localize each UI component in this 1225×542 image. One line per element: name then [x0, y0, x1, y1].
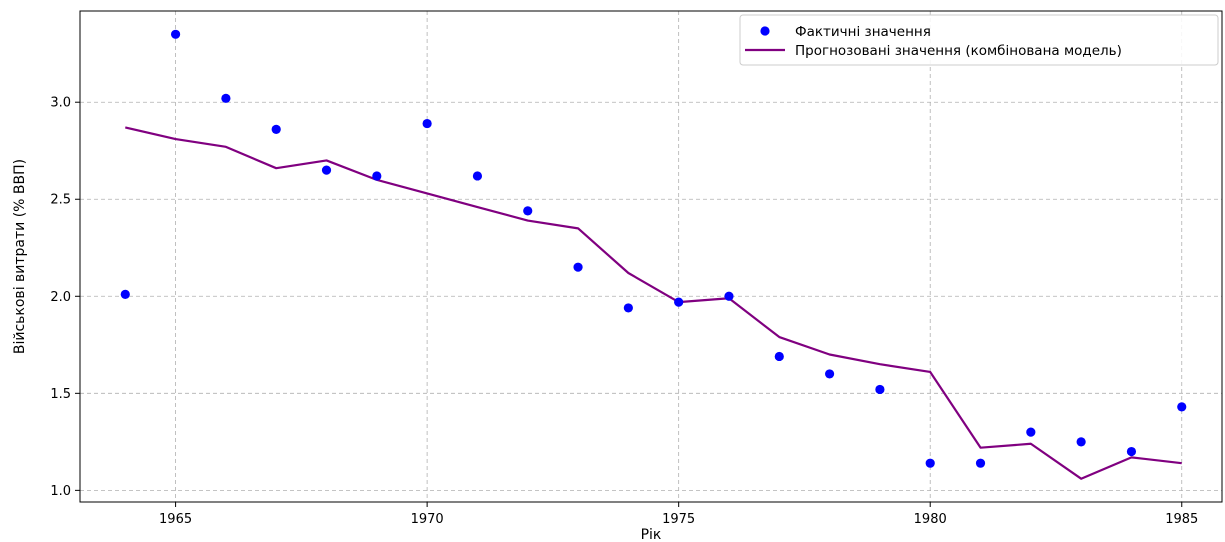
- x-tick-label: 1985: [1165, 512, 1198, 527]
- actual-data-point: [1076, 437, 1086, 447]
- actual-data-point: [1026, 427, 1036, 437]
- actual-data-point: [170, 29, 181, 39]
- actual-data-point: [724, 291, 734, 301]
- y-tick-label: 3.0: [50, 96, 71, 111]
- series-line-layer: [125, 126, 1182, 480]
- actual-data-point: [674, 297, 684, 307]
- actual-data-point: [875, 384, 885, 395]
- grid: [80, 11, 1222, 502]
- legend-scatter-marker: [760, 26, 770, 36]
- y-axis-ticks: 1.0 1.5 2.0 2.5 3.0: [50, 96, 80, 499]
- x-axis-ticks: 1965 1970 1975 1980 1985: [159, 502, 1198, 527]
- actual-data-point: [472, 171, 483, 181]
- actual-data-point: [120, 289, 130, 299]
- y-tick-label: 1.5: [50, 387, 71, 402]
- actual-data-point: [523, 206, 533, 216]
- actual-data-point: [774, 351, 784, 362]
- x-tick-label: 1970: [411, 512, 444, 527]
- actual-data-point: [271, 124, 281, 134]
- y-axis-label: Військові витрати (% ВВП): [12, 159, 28, 354]
- actual-data-point: [623, 303, 633, 313]
- legend: Фактичні значення Прогнозовані значення …: [739, 14, 1219, 66]
- x-tick-label: 1965: [159, 512, 192, 527]
- predicted-series-line: [125, 126, 1182, 480]
- plot-area-frame: [79, 10, 1223, 503]
- actual-data-point: [573, 262, 583, 272]
- actual-data-point: [422, 118, 432, 129]
- y-tick-label: 1.0: [50, 484, 71, 499]
- y-tick-label: 2.5: [50, 193, 71, 208]
- legend-label-predicted: Прогнозовані значення (комбінована модел…: [795, 43, 1122, 59]
- series-point-layer: [120, 29, 1187, 468]
- actual-data-point: [321, 165, 332, 175]
- legend-box: [739, 14, 1219, 66]
- actual-data-point: [975, 458, 986, 468]
- actual-data-point: [1126, 446, 1137, 457]
- actual-data-point: [925, 458, 935, 468]
- x-axis-label: Рік: [641, 527, 662, 542]
- actual-data-point: [824, 369, 835, 379]
- legend-label-actual: Фактичні значення: [795, 24, 931, 40]
- actual-data-point: [372, 171, 382, 181]
- actual-data-point: [221, 93, 231, 103]
- x-tick-label: 1975: [662, 512, 695, 527]
- x-tick-label: 1980: [914, 512, 947, 527]
- actual-data-point: [1177, 402, 1187, 412]
- y-tick-label: 2.0: [50, 290, 71, 305]
